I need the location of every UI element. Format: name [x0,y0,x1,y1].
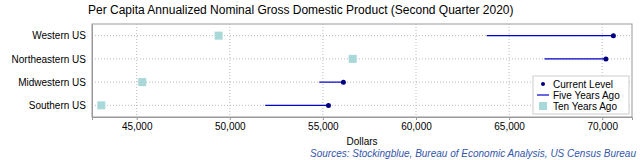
tick: Southern US [29,100,92,111]
axis-line [93,118,633,121]
axis-line [92,25,93,118]
legend-label: Five Years Ago [553,90,620,101]
grid-line [229,24,230,117]
legend-symbol [541,82,545,86]
plot-frame [92,24,632,117]
range-line [265,105,328,106]
tick: Western US [32,30,92,41]
point [603,56,608,61]
grid-line [322,24,323,117]
tick-label: 45,000 [122,121,153,132]
point [611,33,616,38]
range-line [487,35,614,36]
grid-line [92,58,632,59]
tick-mark [137,117,138,120]
plot: 45,000 50,000 55,000 60,000 65,000 70,000 West… [12,24,633,132]
tick: 70,000 [587,117,618,132]
tick: 55,000 [308,117,339,132]
tick-label: 70,000 [587,121,618,132]
tick: Midwestern US [18,77,92,88]
x-axis-title: Dollars [346,136,377,147]
x-axis: 45,000 50,000 55,000 60,000 65,000 70,000 [93,117,633,132]
legend-box [533,76,629,114]
source: Sources: Stockingblue, Bureau of Economi… [310,148,636,159]
point [215,32,223,40]
point [349,55,357,63]
range-line [319,82,343,83]
point [326,103,331,108]
tick-mark [323,117,324,120]
tick-mark [509,117,510,120]
grid-line [92,35,632,36]
tick-label: Midwestern US [18,77,86,88]
range-line [544,58,605,59]
point [97,101,105,109]
tick: 60,000 [401,117,432,132]
grid-line [136,24,137,117]
grid-line [416,24,417,117]
title: Per Capita Annualized Nominal Gross Dome… [88,3,514,17]
tick: 65,000 [494,117,525,132]
tick-label: 60,000 [401,121,432,132]
tick-mark [602,117,603,120]
tick: Northeastern US [12,54,92,65]
tick-label: Southern US [29,100,87,111]
legend: Current LevelFive Years AgoTen Years Ago [533,76,629,114]
legend-symbol [539,102,547,110]
tick-label: Western US [32,30,86,41]
y-axis: Western US Northeastern US Midwestern US So… [12,25,93,118]
point [138,78,146,86]
tick: 50,000 [215,117,246,132]
tick-label: 65,000 [494,121,525,132]
tick-label: 55,000 [308,121,339,132]
point [341,80,346,85]
tick-label: 50,000 [215,121,246,132]
legend-label: Ten Years Ago [553,101,617,112]
grid-line [509,24,510,117]
tick: 45,000 [122,117,153,132]
tick-label: Northeastern US [12,54,87,65]
legend-symbol [537,94,549,95]
tick-mark [416,117,417,120]
chart: 45,000 50,000 55,000 60,000 65,000 70,000 West… [0,0,640,160]
legend-label: Current Level [553,79,613,90]
tick-mark [230,117,231,120]
